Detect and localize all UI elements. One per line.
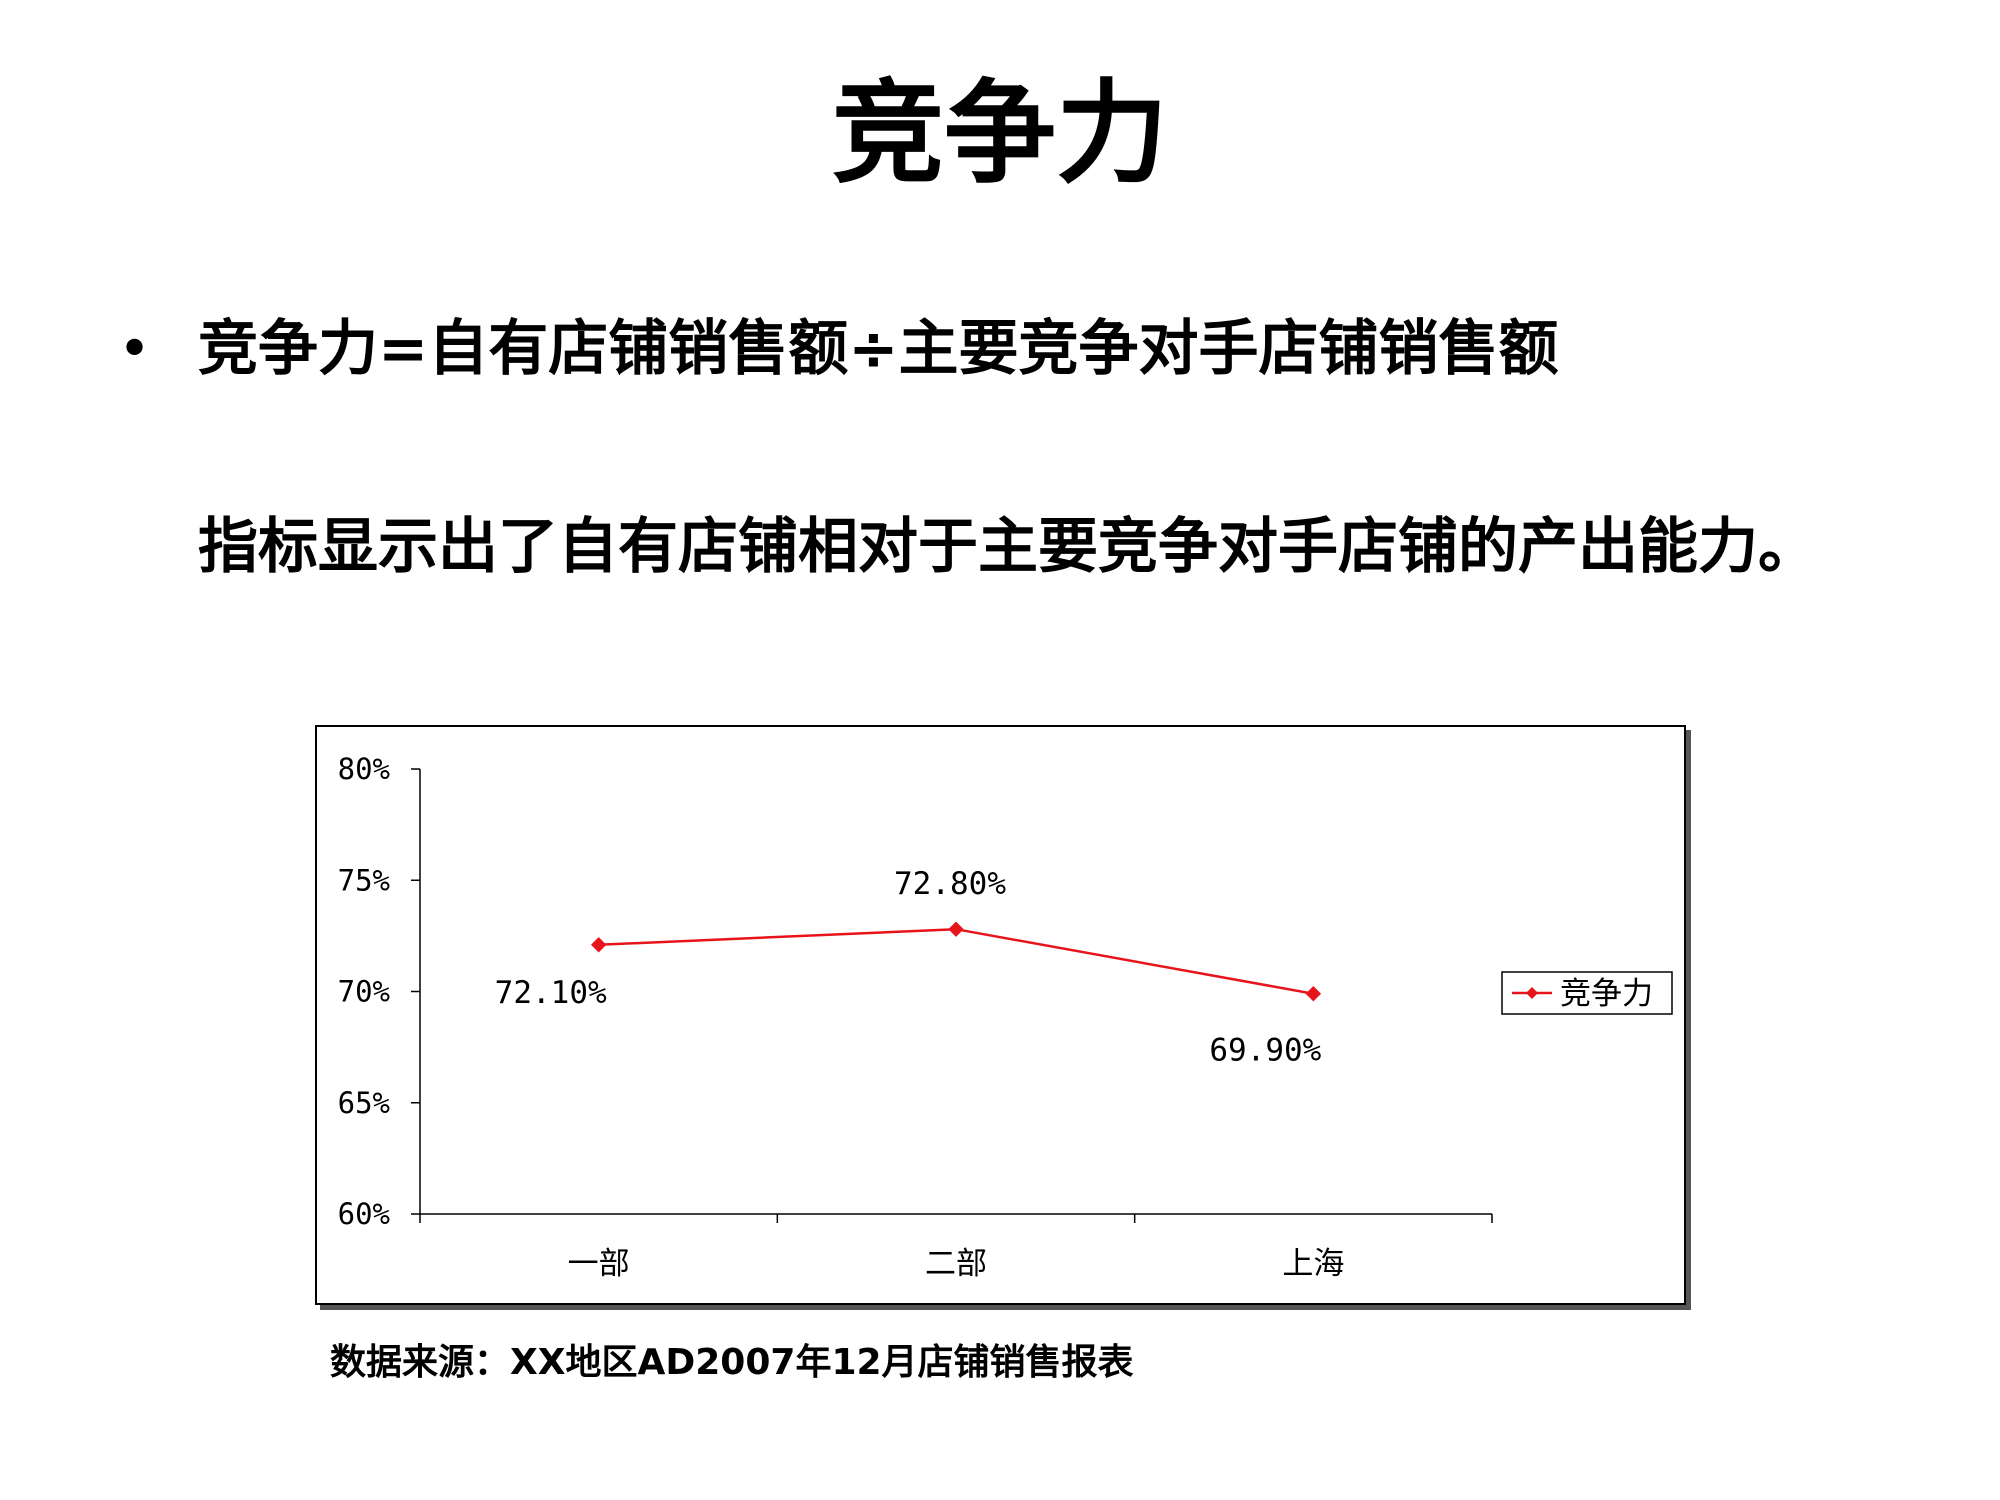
data-point-marker — [1305, 986, 1322, 1002]
legend-marker-sample — [1526, 987, 1538, 999]
slide-title: 竞争力 — [832, 68, 1168, 199]
chart-frame: 60% 65% 70% 75% 80% 一部 二部 上海 72.10% 72.80% 69.90% 竞… — [315, 725, 1686, 1305]
y-tick-label: 75% — [338, 863, 390, 897]
data-label: 69.90% — [1209, 1033, 1321, 1069]
series-line-competitiveness — [598, 927, 1314, 995]
y-tick-label: 65% — [338, 1086, 390, 1120]
data-label: 72.10% — [495, 975, 607, 1011]
y-tick-label: 80% — [338, 752, 390, 786]
data-label: 72.80% — [894, 866, 1006, 902]
line-chart: 60% 65% 70% 75% 80% 一部 二部 上海 72.10% 72.80% 69.90% 竞… — [338, 752, 1673, 1282]
bullet-dot: • — [118, 317, 152, 382]
data-source-note: 数据来源：XX地区AD2007年12月店铺销售报表 — [330, 1342, 1134, 1383]
y-tick-label: 70% — [338, 975, 390, 1009]
description-paragraph: 指标显示出了自有店铺相对于主要竞争对手店铺的产出能力。 — [198, 512, 1818, 582]
formula-bullet: 竞争力=自有店铺销售额÷主要竞争对手店铺销售额 — [198, 314, 1559, 384]
x-tick-label: 一部 — [568, 1246, 630, 1282]
y-tick-label: 60% — [338, 1197, 390, 1231]
data-point-marker — [948, 921, 964, 937]
x-tick-label: 上海 — [1282, 1246, 1344, 1282]
legend-label: 竞争力 — [1560, 976, 1653, 1012]
data-point-marker — [590, 937, 607, 953]
x-tick-label: 二部 — [925, 1246, 987, 1282]
